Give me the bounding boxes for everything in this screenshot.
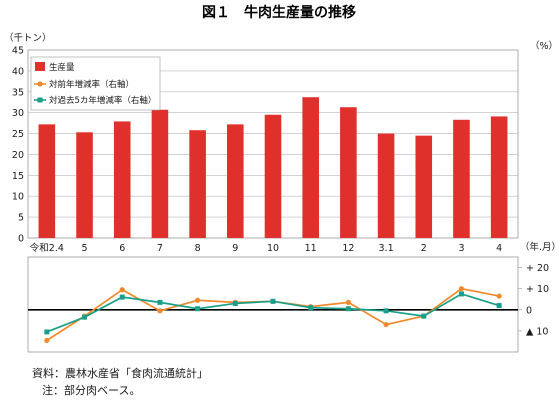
five-year-point bbox=[157, 299, 163, 305]
five-year-point bbox=[232, 300, 238, 306]
x-tick-label: 3.1 bbox=[379, 243, 394, 254]
y-tick-label: 0 bbox=[18, 234, 24, 245]
x-axis-ticks: 令和2.4 5 6 7 8 9 10 11 12 3.1 2 3 4 bbox=[30, 242, 502, 254]
right-axis-ticks: + 20 + 10 0 ▲ 10 bbox=[518, 263, 549, 337]
plot-area-lower bbox=[27, 256, 519, 353]
five-year-point bbox=[308, 305, 314, 311]
y-tick-label: 25 bbox=[12, 129, 24, 140]
x-tick-label: 9 bbox=[232, 243, 238, 254]
yoy-line bbox=[46, 287, 500, 342]
legend: 生産量 対前年増減率（右軸） 対過去5カ年増減率（右軸） bbox=[30, 56, 161, 111]
y-tick-label: 45 bbox=[12, 46, 24, 57]
bar bbox=[38, 124, 56, 238]
legend-label-yoy: 対前年増減率（右軸） bbox=[49, 79, 134, 90]
yoy-point bbox=[157, 308, 163, 314]
source-note: 資料：農林水産省「食肉流通統計」 bbox=[32, 367, 208, 380]
legend-box bbox=[30, 56, 161, 111]
right-tick-label: ▲ 10 bbox=[526, 326, 548, 337]
bar-series bbox=[38, 97, 508, 239]
footnote: 注：部分肉ベース。 bbox=[42, 384, 141, 397]
bar bbox=[264, 114, 282, 238]
five-year-point bbox=[82, 314, 88, 320]
x-tick-label: 5 bbox=[82, 243, 88, 254]
right-tick-label: + 20 bbox=[526, 263, 549, 274]
x-tick-label: 令和2.4 bbox=[30, 242, 64, 254]
x-tick-label: 7 bbox=[157, 243, 163, 254]
five-year-point bbox=[496, 303, 502, 309]
y-tick-label: 40 bbox=[12, 66, 24, 77]
y-tick-label: 5 bbox=[18, 213, 24, 224]
x-tick-label: 6 bbox=[119, 243, 125, 254]
yoy-point bbox=[458, 286, 465, 292]
chart-title: 図１ 牛肉生産量の推移 bbox=[202, 4, 356, 21]
x-tick-label: 3 bbox=[458, 243, 464, 254]
x-tick-label: 8 bbox=[195, 243, 201, 254]
bar bbox=[76, 132, 93, 238]
yoy-point bbox=[44, 337, 50, 343]
x-tick-label: 10 bbox=[267, 243, 279, 254]
x-tick-label: 2 bbox=[421, 243, 427, 254]
yoy-point bbox=[383, 321, 389, 328]
y-tick-label: 30 bbox=[12, 108, 24, 119]
x-tick-label: 11 bbox=[305, 243, 317, 254]
yoy-point bbox=[496, 293, 502, 299]
right-axis-unit: （%） bbox=[530, 40, 558, 52]
left-axis-unit: （千トン） bbox=[4, 32, 52, 44]
y-tick-label: 35 bbox=[12, 87, 24, 98]
five-year-point bbox=[345, 306, 351, 312]
bar bbox=[415, 135, 433, 238]
five-year-point bbox=[195, 306, 201, 312]
bar bbox=[227, 124, 244, 238]
legend-swatch-yoy-marker bbox=[37, 81, 43, 87]
right-tick-label: 0 bbox=[526, 305, 532, 316]
five-year-point bbox=[458, 291, 464, 297]
five-year-point bbox=[270, 298, 276, 304]
legend-label-5yr: 対過去5カ年増減率（右軸） bbox=[49, 95, 156, 106]
five-year-point bbox=[383, 308, 389, 314]
five-year-point bbox=[421, 313, 427, 319]
left-axis-ticks: 0 5 10 15 20 25 30 35 40 45 bbox=[12, 46, 24, 245]
bar bbox=[377, 133, 395, 238]
x-axis-unit: （年.月） bbox=[520, 241, 558, 253]
y-tick-label: 10 bbox=[12, 192, 24, 203]
yoy-point bbox=[345, 299, 351, 305]
bar bbox=[302, 97, 319, 238]
yoy-point bbox=[195, 297, 201, 303]
bar bbox=[453, 119, 470, 238]
y-tick-label: 20 bbox=[12, 150, 24, 161]
legend-swatch-production bbox=[35, 62, 45, 71]
x-tick-label: 4 bbox=[496, 243, 502, 254]
bar bbox=[113, 121, 131, 238]
five-year-point bbox=[44, 329, 50, 335]
legend-swatch-5yr-marker bbox=[37, 97, 43, 103]
right-tick-label: + 10 bbox=[526, 284, 549, 295]
bar bbox=[340, 107, 357, 238]
bar bbox=[189, 130, 206, 238]
line-series-area bbox=[28, 286, 518, 343]
bar bbox=[151, 109, 169, 239]
legend-label-production: 生産量 bbox=[49, 62, 75, 73]
x-tick-label: 12 bbox=[342, 243, 354, 254]
yoy-point bbox=[119, 287, 125, 293]
bar bbox=[490, 116, 508, 238]
y-tick-label: 15 bbox=[12, 171, 24, 182]
five-year-point bbox=[119, 294, 125, 300]
